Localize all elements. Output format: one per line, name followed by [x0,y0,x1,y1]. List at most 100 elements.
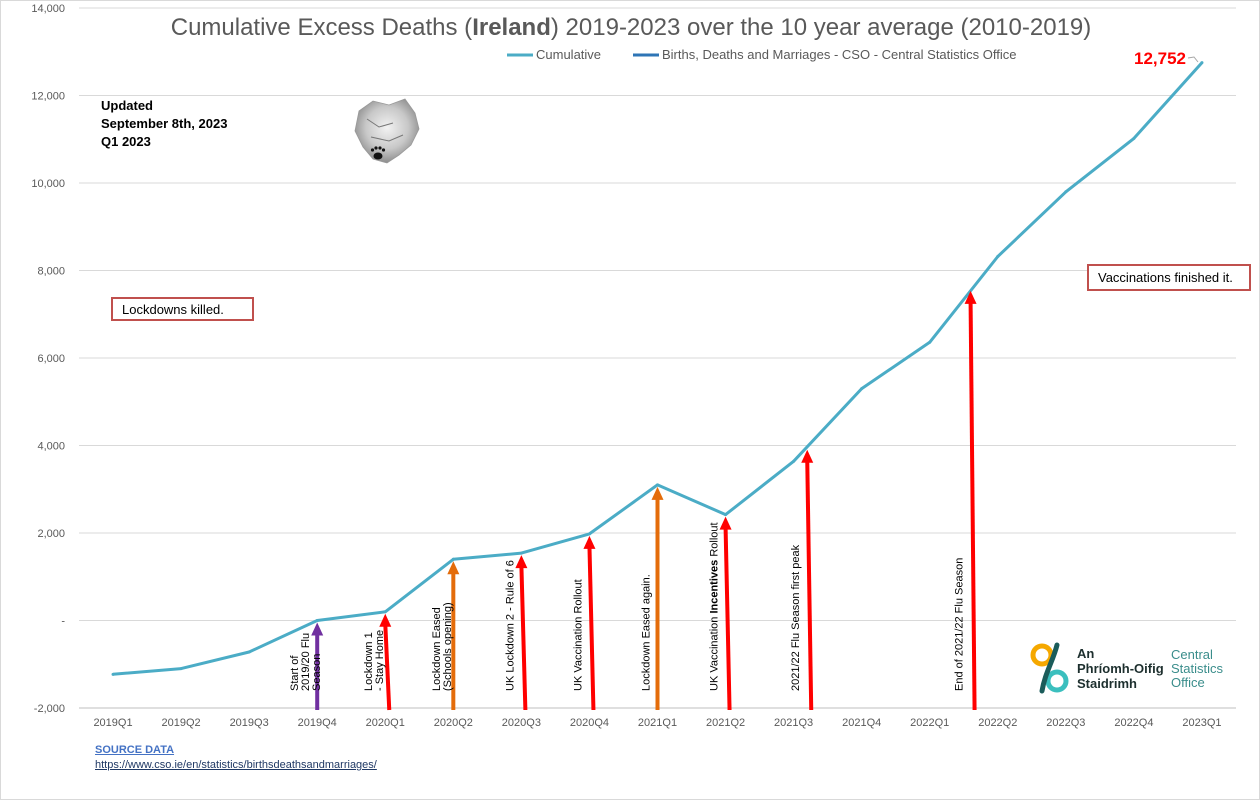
annotation-label: UK Vaccination Rollout [572,579,584,691]
cso-logo: An Phríomh-Oifig Staidrimh Central Stati… [1030,642,1224,694]
data-point [111,672,115,676]
svg-text:Vaccinations finished it.: Vaccinations finished it. [1098,270,1233,285]
data-point [315,619,319,622]
paw-icon [370,146,386,160]
annotation-label: 2021/22 Flu Season first peak [790,544,802,691]
svg-text:UK Vaccination Rollout: UK Vaccination Rollout [572,579,584,691]
annotation-arrow-shaft [805,459,814,711]
x-tick-label: 2020Q2 [434,717,473,729]
svg-text:2021/22 Flu Season first peak: 2021/22 Flu Season first peak [790,544,802,691]
data-point [860,387,864,391]
x-tick-label: 2021Q3 [774,717,813,729]
data-point [792,459,796,463]
svg-text:UK Vaccination Incentives Roll: UK Vaccination Incentives Rollout [709,522,721,691]
x-tick-label: 2022Q2 [978,717,1017,729]
svg-text:UK Lockdown 2 - Rule of 6: UK Lockdown 2 - Rule of 6 [504,560,516,691]
annotation-arrow-shaft [383,623,392,711]
y-tick-label: 2,000 [37,528,65,540]
svg-text:Lockdowns killed.: Lockdowns killed. [122,302,224,317]
legend: Cumulative Births, Deaths and Marriages … [507,47,1017,62]
svg-text:Lockdown Eased: Lockdown Eased [431,607,443,691]
data-point [383,610,387,614]
x-tick-label: 2019Q4 [298,717,337,729]
data-point [1132,136,1136,140]
svg-text:An: An [1077,646,1094,661]
annotation-arrow-head [964,290,977,304]
cso-symbol-teal [1045,669,1069,693]
x-tick-label: 2019Q1 [93,717,132,729]
source-link[interactable]: https://www.cso.ie/en/statistics/birthsd… [95,759,377,771]
svg-text:Lockdown Eased again.: Lockdown Eased again. [641,574,653,691]
x-tick-label: 2021Q1 [638,717,677,729]
x-tick-label: 2019Q2 [162,717,201,729]
annotation-arrow-head [651,486,664,500]
svg-text:Staidrimh: Staidrimh [1077,676,1137,691]
data-point [179,667,183,671]
x-tick-label: 2022Q4 [1114,717,1153,729]
x-tick-label: 2020Q1 [366,717,405,729]
x-tick-label: 2019Q3 [230,717,269,729]
annotation-arrow-shaft [723,526,732,711]
svg-text:Updated: Updated [101,98,153,113]
data-point [451,557,455,561]
annotation-label: Lockdown Eased again. [641,574,653,691]
annotation-label: Lockdown 1- Stay Home [363,630,386,691]
svg-text:- Stay Home: - Stay Home [374,630,386,691]
annotation-label: Lockdown Eased (Schools opening) [431,602,454,691]
end-value-label: 12,752 [1134,49,1186,68]
annotation-label: End of 2021/22 Flu Season [954,558,966,691]
updated-note: Updated September 8th, 2023 Q1 2023 [101,98,227,149]
annotation-arrow-head [379,613,392,627]
y-tick-label: 14,000 [31,3,65,15]
data-point [1064,190,1068,194]
y-tick-label: 4,000 [37,441,65,453]
svg-text:September 8th, 2023: September 8th, 2023 [101,116,227,131]
x-tick-label: 2021Q4 [842,717,881,729]
data-point [656,483,659,487]
x-tick-label: 2020Q3 [502,717,541,729]
svg-text:End of 2021/22 Flu Season: End of 2021/22 Flu Season [954,558,966,691]
annotation-arrow-head [801,449,814,463]
annotation-arrow-head [311,622,324,636]
svg-text:2019/20 Flu: 2019/20 Flu [300,633,312,691]
svg-text:Season: Season [311,654,323,691]
legend-label-cumulative: Cumulative [536,47,601,62]
cso-symbol-orange [1030,643,1054,667]
source-heading[interactable]: SOURCE DATA [95,744,175,756]
x-tick-label: 2021Q2 [706,717,745,729]
end-label-leader [1187,56,1199,63]
data-point [996,255,1000,258]
wolf-head-icon [354,98,420,164]
y-tick-label: -2,000 [34,703,65,715]
svg-text:Lockdown 1: Lockdown 1 [363,632,375,691]
svg-text:(Schools opening): (Schools opening) [442,602,454,691]
data-point [928,340,932,344]
data-point [1200,61,1204,65]
annotation-label: UK Lockdown 2 - Rule of 6 [504,560,516,691]
annotation-arrow-shaft [968,300,977,711]
y-tick-label: - [61,616,65,628]
annotation-arrow-head [447,561,460,575]
x-tick-label: 2022Q1 [910,717,949,729]
y-tick-label: 10,000 [31,178,65,190]
y-tick-label: 12,000 [31,91,65,103]
legend-label-cso: Births, Deaths and Marriages - CSO - Cen… [662,47,1017,62]
svg-text:Central: Central [1171,647,1213,662]
annotation-arrow-shaft [587,545,596,711]
annotation-label: Start of 2019/20 Flu Season [289,633,323,691]
x-tick-label: 2020Q4 [570,717,609,729]
data-point [587,532,591,536]
lockdowns-box: Lockdowns killed. [111,297,254,321]
svg-text:Statistics: Statistics [1171,661,1224,676]
chart-title: Cumulative Excess Deaths (Ireland) 2019-… [171,14,1092,41]
annotation-arrow-shaft [519,565,528,711]
annotation-arrow-head [515,555,528,569]
annotation-arrow-head [583,535,596,549]
data-point [247,650,251,654]
svg-text:Phríomh-Oifig: Phríomh-Oifig [1077,661,1164,676]
svg-text:Office: Office [1171,675,1205,690]
x-tick-label: 2022Q3 [1046,717,1085,729]
wolf-logo [354,98,420,164]
svg-text:Q1 2023: Q1 2023 [101,134,151,149]
